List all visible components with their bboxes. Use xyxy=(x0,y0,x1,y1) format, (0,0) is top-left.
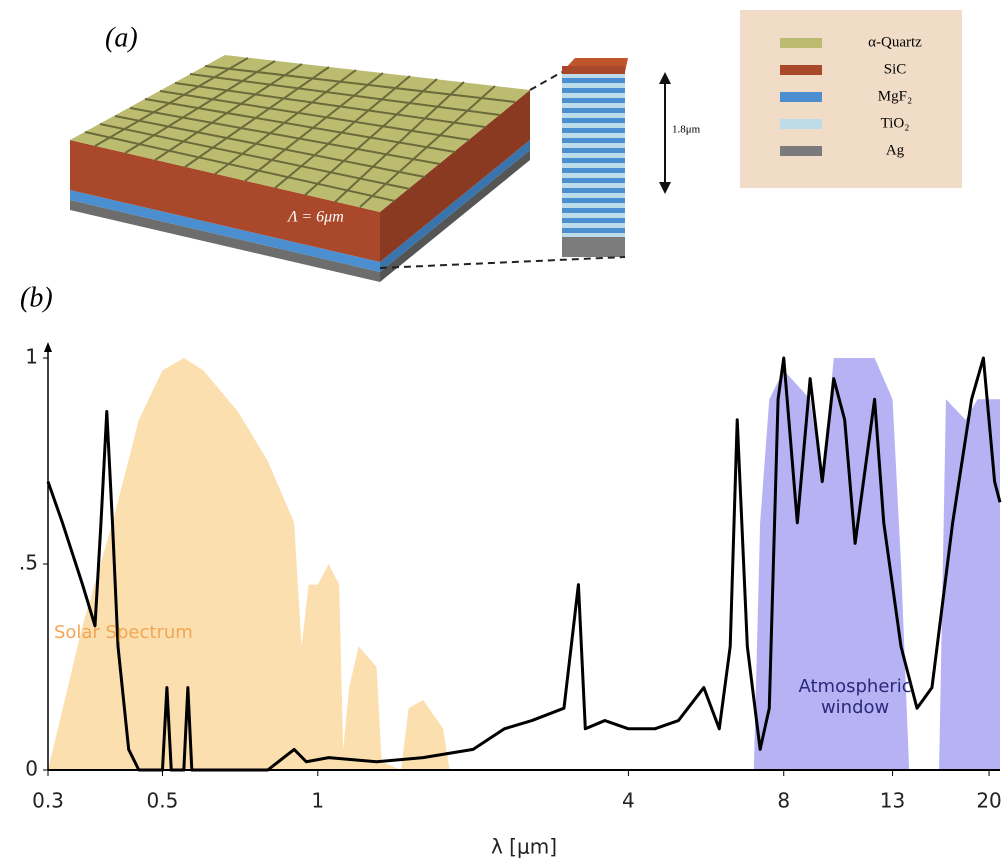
layer xyxy=(562,218,625,223)
stack-column: 1.8μm xyxy=(379,58,701,269)
x-tick-label: 20 xyxy=(976,789,1001,813)
layer xyxy=(562,108,625,113)
height-label: 1.8μm xyxy=(672,124,701,136)
legend-swatch xyxy=(780,119,822,129)
layer xyxy=(562,128,625,133)
legend-label: MgF₂ xyxy=(878,88,912,104)
layer xyxy=(562,148,625,153)
layer xyxy=(562,78,625,83)
legend-swatch xyxy=(780,146,822,156)
layer xyxy=(562,118,625,123)
layer xyxy=(562,208,625,213)
y-tick-label: 1 xyxy=(25,345,38,369)
legend-swatch xyxy=(780,92,822,102)
legend-label: Ag xyxy=(886,142,905,158)
series-annotation: Solar Spectrum xyxy=(53,622,193,644)
area xyxy=(753,358,1000,770)
legend-box xyxy=(740,10,962,188)
y-tick-label: .5 xyxy=(19,551,38,575)
layer xyxy=(562,168,625,173)
x-axis-label: λ [μm] xyxy=(491,835,557,859)
layer xyxy=(562,158,625,163)
slab: Λ = 6μm xyxy=(70,55,530,282)
x-tick-label: 8 xyxy=(777,789,790,813)
legend-label: TiO₂ xyxy=(881,115,910,131)
x-tick-label: 1 xyxy=(311,789,324,813)
layer xyxy=(562,88,625,93)
area xyxy=(48,358,629,770)
layer xyxy=(562,188,625,193)
x-tick-label: 0.5 xyxy=(147,789,179,813)
layer xyxy=(562,198,625,203)
x-tick-label: 0.3 xyxy=(32,789,64,813)
x-tick-label: 13 xyxy=(880,789,905,813)
legend-label: SiC xyxy=(884,61,907,77)
legend-swatch xyxy=(780,38,822,48)
layer xyxy=(562,98,625,103)
period-label: Λ = 6μm xyxy=(286,209,344,226)
y-axis-arrow xyxy=(44,342,52,352)
legend-swatch xyxy=(780,65,822,75)
panel-label: (b) xyxy=(20,282,53,313)
panel-label: (a) xyxy=(105,22,138,53)
series-annotation: Atmospheric window xyxy=(798,675,912,718)
layer xyxy=(562,178,625,183)
y-tick-label: 0 xyxy=(25,757,38,781)
legend-label: α-Quartz xyxy=(868,34,922,50)
layer xyxy=(562,138,625,143)
x-tick-label: 4 xyxy=(622,789,635,813)
layer xyxy=(562,228,625,233)
